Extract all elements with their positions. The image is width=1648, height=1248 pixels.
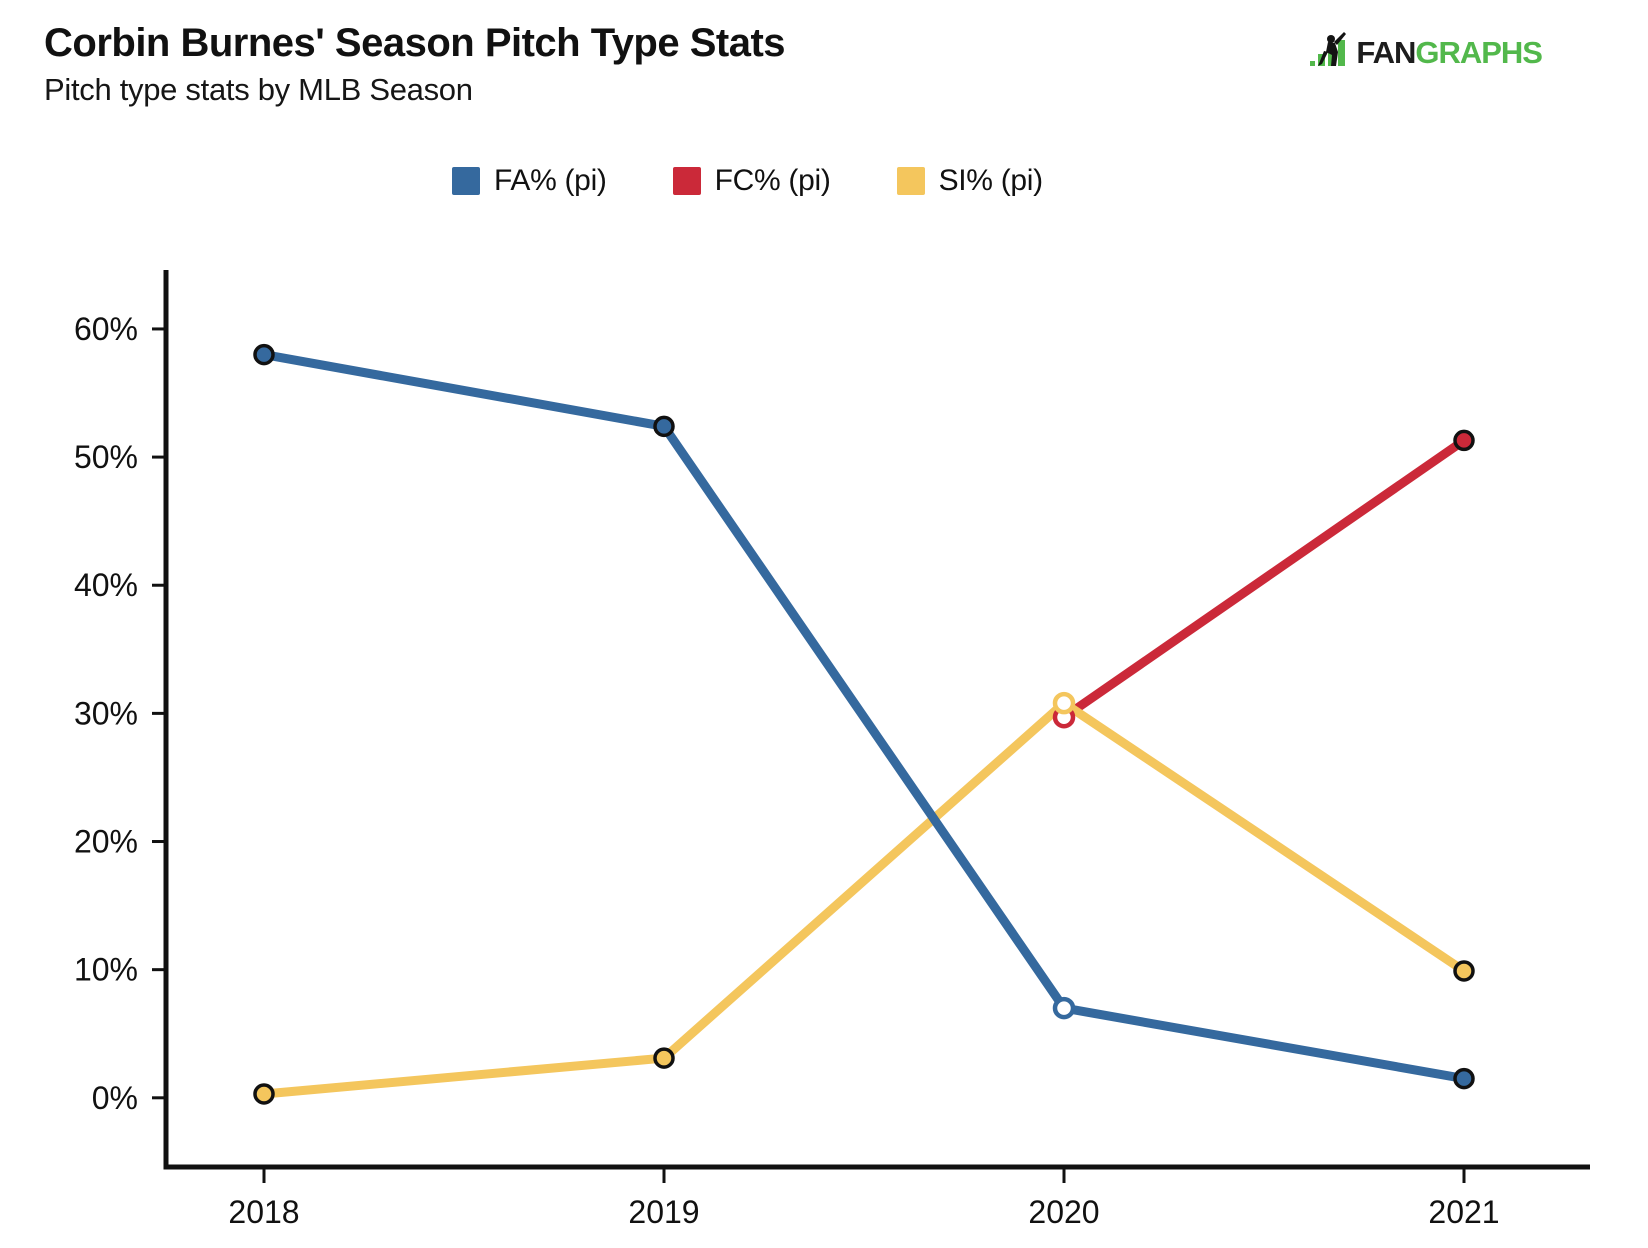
- legend-swatch-fa: [452, 167, 480, 195]
- legend-item-si: SI% (pi): [896, 164, 1044, 198]
- legend-label-fa: FA% (pi): [494, 164, 607, 197]
- logo-graphs-text: GRAPHS: [1415, 34, 1543, 70]
- svg-text:40%: 40%: [74, 567, 138, 603]
- svg-text:30%: 30%: [74, 695, 138, 731]
- fangraphs-batter-icon: [1308, 30, 1352, 75]
- svg-text:2018: 2018: [228, 1194, 299, 1230]
- page-title: Corbin Burnes' Season Pitch Type Stats: [44, 21, 786, 65]
- svg-text:2020: 2020: [1028, 1194, 1099, 1230]
- fangraphs-logo: FANGRAPHS: [1308, 30, 1543, 75]
- svg-text:60%: 60%: [74, 311, 138, 347]
- page-subtitle: Pitch type stats by MLB Season: [44, 72, 473, 107]
- chart-header: Corbin Burnes' Season Pitch Type Stats P…: [44, 20, 786, 108]
- legend-swatch-si: [896, 167, 925, 195]
- svg-text:20%: 20%: [74, 824, 138, 860]
- legend-item-fa: FA% (pi): [452, 164, 607, 198]
- logo-fan-text: FAN: [1356, 34, 1416, 70]
- chart-legend: FA% (pi) FC% (pi) SI% (pi): [452, 164, 1043, 198]
- legend-label-si: SI% (pi): [938, 164, 1044, 197]
- fangraphs-wordmark: FANGRAPHS: [1356, 34, 1543, 71]
- svg-text:10%: 10%: [74, 952, 138, 988]
- legend-swatch-fc: [672, 167, 701, 195]
- svg-text:2019: 2019: [628, 1194, 699, 1230]
- svg-text:2021: 2021: [1428, 1194, 1499, 1230]
- legend-label-fc: FC% (pi): [714, 164, 831, 197]
- legend-item-fc: FC% (pi): [672, 164, 831, 198]
- svg-text:0%: 0%: [92, 1080, 138, 1116]
- svg-text:50%: 50%: [74, 439, 138, 475]
